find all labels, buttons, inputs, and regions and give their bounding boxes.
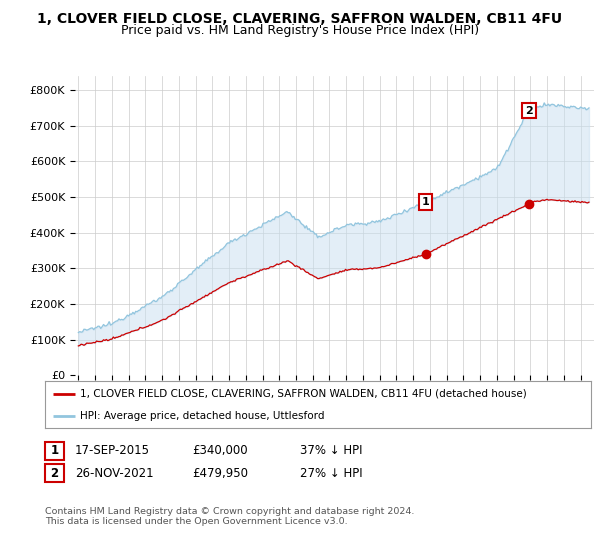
Text: Price paid vs. HM Land Registry's House Price Index (HPI): Price paid vs. HM Land Registry's House … — [121, 24, 479, 36]
Text: 1, CLOVER FIELD CLOSE, CLAVERING, SAFFRON WALDEN, CB11 4FU: 1, CLOVER FIELD CLOSE, CLAVERING, SAFFRO… — [37, 12, 563, 26]
Text: £340,000: £340,000 — [192, 444, 248, 458]
Text: £479,950: £479,950 — [192, 466, 248, 480]
Text: 1, CLOVER FIELD CLOSE, CLAVERING, SAFFRON WALDEN, CB11 4FU (detached house): 1, CLOVER FIELD CLOSE, CLAVERING, SAFFRO… — [80, 389, 527, 399]
Text: 37% ↓ HPI: 37% ↓ HPI — [300, 444, 362, 458]
Text: 2: 2 — [525, 106, 533, 116]
Text: 17-SEP-2015: 17-SEP-2015 — [75, 444, 150, 458]
Text: HPI: Average price, detached house, Uttlesford: HPI: Average price, detached house, Uttl… — [80, 410, 325, 421]
Text: 27% ↓ HPI: 27% ↓ HPI — [300, 466, 362, 480]
Text: Contains HM Land Registry data © Crown copyright and database right 2024.
This d: Contains HM Land Registry data © Crown c… — [45, 507, 415, 526]
Text: 26-NOV-2021: 26-NOV-2021 — [75, 466, 154, 480]
Text: 1: 1 — [422, 197, 430, 207]
Text: 1: 1 — [50, 444, 59, 458]
Text: 2: 2 — [50, 466, 59, 480]
